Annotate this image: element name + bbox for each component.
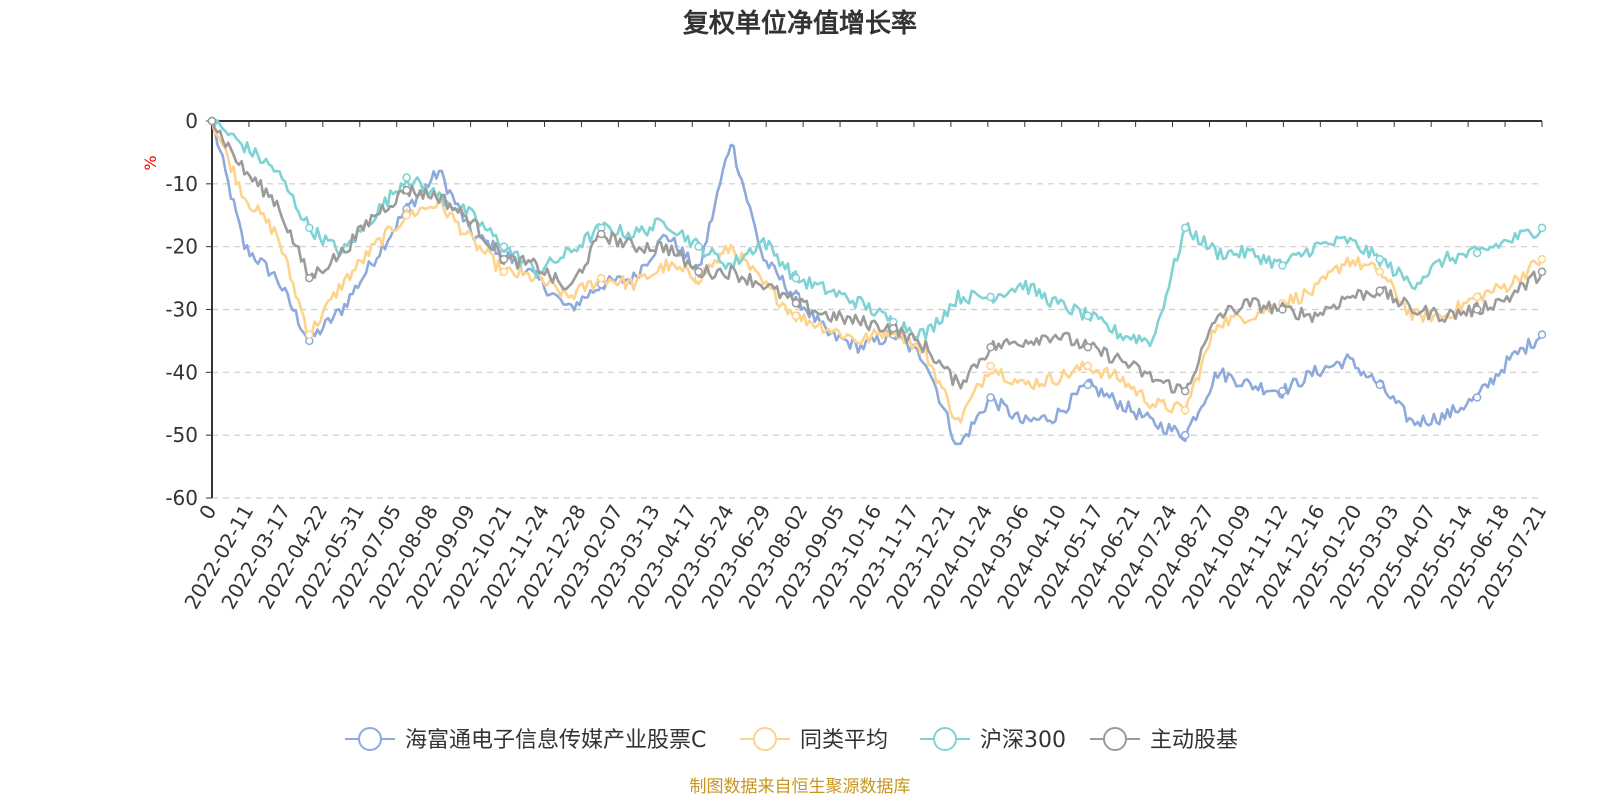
legend-label: 同类平均 bbox=[800, 728, 888, 753]
series-1-point bbox=[597, 273, 606, 283]
series-1-point bbox=[499, 267, 509, 277]
series-2-point bbox=[402, 173, 411, 182]
series-3-point bbox=[207, 116, 217, 126]
data-source-note: 制图数据来自恒生聚源数据库 bbox=[690, 777, 911, 797]
series-3-point bbox=[305, 273, 314, 283]
series-1-point bbox=[1472, 292, 1482, 302]
legend-marker bbox=[933, 727, 957, 751]
series-3-point bbox=[986, 342, 995, 352]
y-tick-label: -60 bbox=[165, 486, 198, 510]
chart-title: 复权单位净值增长率 bbox=[683, 8, 917, 39]
legend-item-0[interactable]: 海富通电子信息传媒产业股票C bbox=[345, 727, 706, 753]
y-axis-unit: % bbox=[141, 155, 160, 170]
series-3-point bbox=[499, 254, 509, 264]
series-1-point bbox=[1083, 361, 1093, 371]
series-0-point bbox=[1083, 380, 1093, 390]
series-3-point bbox=[1537, 267, 1547, 277]
series-0-point bbox=[1375, 380, 1385, 390]
grid bbox=[212, 183, 1542, 499]
legend-label: 海富通电子信息传媒产业股票C bbox=[405, 728, 706, 753]
y-tick-label: -10 bbox=[165, 172, 198, 196]
series-3-point bbox=[888, 324, 898, 333]
y-tick-label: -50 bbox=[165, 423, 198, 447]
series-3-point bbox=[1375, 286, 1385, 295]
y-tick-label: 0 bbox=[185, 109, 198, 133]
series-1-point bbox=[791, 311, 801, 321]
series-3-point bbox=[1472, 305, 1482, 314]
series-1-point bbox=[402, 211, 411, 220]
y-tick-label: -30 bbox=[165, 298, 198, 322]
legend-marker bbox=[358, 727, 382, 751]
series-line-1 bbox=[210, 120, 1544, 424]
series-layer bbox=[207, 116, 1547, 446]
y-tick-label: -20 bbox=[165, 235, 198, 259]
series-3-point bbox=[1180, 386, 1190, 396]
legend-item-3[interactable]: 主动股基 bbox=[1090, 727, 1238, 753]
series-2-point bbox=[1278, 261, 1287, 270]
series-3-point bbox=[1278, 305, 1287, 314]
series-2-point bbox=[1472, 248, 1482, 258]
series-2-point bbox=[694, 242, 703, 251]
series-line-3 bbox=[210, 120, 1544, 394]
series-2-point bbox=[1180, 223, 1190, 233]
legend-label: 主动股基 bbox=[1150, 728, 1238, 753]
series-0-point bbox=[986, 393, 995, 402]
series-0-point bbox=[1278, 386, 1287, 396]
series-1-point bbox=[1537, 254, 1547, 264]
legend-marker bbox=[753, 727, 777, 751]
series-3-point bbox=[597, 229, 606, 239]
legend-marker bbox=[1103, 727, 1127, 751]
series-1-point bbox=[305, 330, 314, 339]
series-1-point bbox=[1375, 267, 1385, 277]
series-line-2 bbox=[210, 119, 1544, 348]
series-2-point bbox=[791, 273, 801, 283]
series-2-point bbox=[499, 242, 509, 251]
series-3-point bbox=[791, 298, 801, 308]
series-1-point bbox=[986, 361, 995, 371]
series-3-point bbox=[694, 267, 703, 277]
legend-label: 沪深300 bbox=[980, 728, 1066, 753]
legend-item-2[interactable]: 沪深300 bbox=[920, 727, 1066, 753]
series-3-point bbox=[1083, 342, 1093, 352]
y-tick-label: -40 bbox=[165, 360, 198, 384]
legend[interactable]: 海富通电子信息传媒产业股票C 同类平均 沪深300 主动股基 bbox=[345, 727, 1238, 753]
series-0-point bbox=[1537, 330, 1547, 339]
series-0-point bbox=[1180, 430, 1190, 440]
legend-item-1[interactable]: 同类平均 bbox=[740, 727, 888, 753]
series-1-point bbox=[1180, 405, 1190, 415]
series-2-point bbox=[1537, 223, 1547, 233]
series-0-point bbox=[1472, 393, 1482, 402]
series-2-point bbox=[1375, 254, 1385, 264]
series-line-0 bbox=[210, 120, 1544, 446]
series-3-point bbox=[402, 185, 411, 195]
series-2-point bbox=[986, 292, 995, 302]
series-2-point bbox=[1083, 311, 1093, 321]
series-2-point bbox=[305, 223, 314, 233]
x-tick-label: 0 bbox=[194, 501, 221, 524]
